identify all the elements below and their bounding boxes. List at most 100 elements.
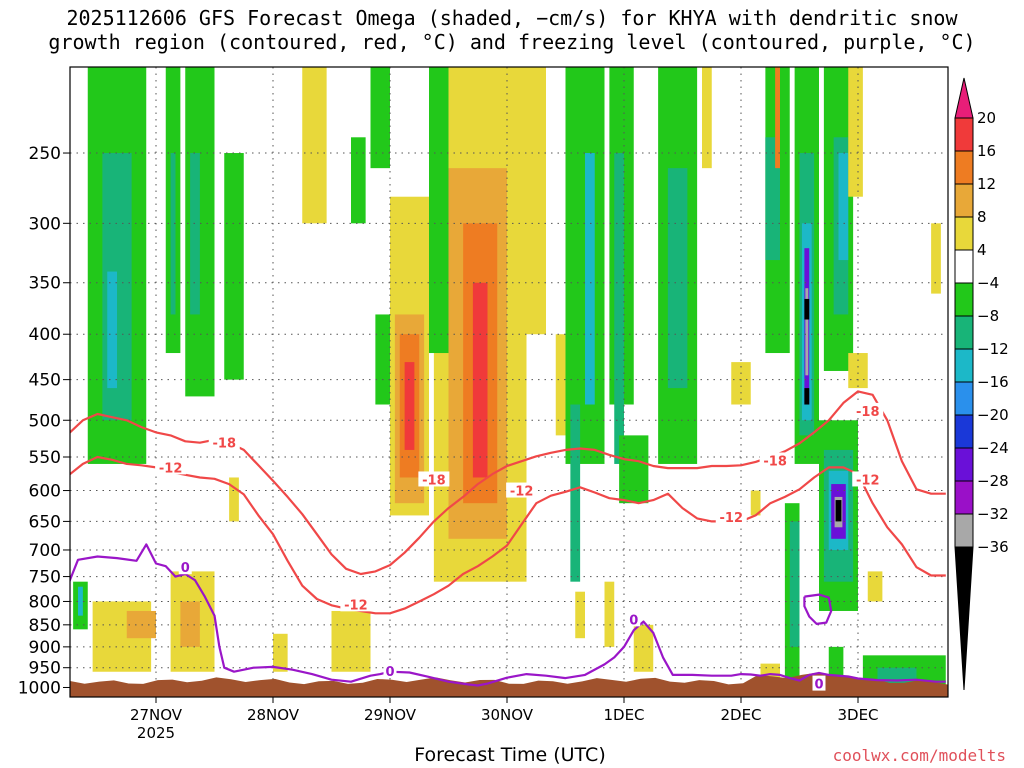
y-tick-label: 850 bbox=[29, 616, 61, 636]
contour-label-bg bbox=[852, 402, 884, 418]
omega-cell bbox=[585, 153, 595, 405]
omega-cell bbox=[775, 67, 780, 169]
colorbar-band bbox=[954, 414, 974, 449]
x-tick-label: 2DEC bbox=[720, 706, 761, 724]
axes: 2503003504004505005506006507007508008509… bbox=[18, 144, 879, 742]
y-tick-label: 550 bbox=[29, 448, 61, 468]
omega-cell bbox=[848, 353, 868, 389]
omega-cell bbox=[575, 591, 585, 639]
x-axis-label: Forecast Time (UTC) bbox=[414, 744, 606, 766]
contour-label: -18 bbox=[213, 437, 237, 452]
omega-cell bbox=[180, 601, 200, 647]
y-tick-label: 350 bbox=[29, 274, 61, 294]
omega-cell bbox=[331, 610, 371, 672]
omega-cell bbox=[190, 153, 200, 315]
omega-cell bbox=[224, 153, 244, 380]
contour-label: -12 bbox=[510, 485, 534, 500]
contour-label-bg bbox=[812, 675, 826, 691]
colorbar-band bbox=[954, 447, 974, 482]
contour-label: -12 bbox=[344, 598, 368, 613]
omega-cell bbox=[731, 362, 751, 405]
contour-label: -12 bbox=[720, 511, 744, 526]
contour-label: 0 bbox=[385, 665, 394, 680]
omega-cell bbox=[370, 67, 390, 169]
contour-label-bg bbox=[418, 471, 450, 487]
plot-frame bbox=[69, 66, 949, 698]
credit-link[interactable]: coolwx.com/modelts bbox=[832, 746, 1006, 765]
contour-label: -12 bbox=[159, 461, 183, 476]
contour-label-bg bbox=[208, 434, 240, 450]
contour-label: -18 bbox=[856, 405, 880, 420]
colorbar-band bbox=[954, 117, 974, 152]
contour-label-bg bbox=[340, 596, 372, 612]
colorbar-label: −12 bbox=[977, 340, 1009, 358]
x-tick-label: 29NOV bbox=[364, 706, 417, 724]
terrain bbox=[70, 672, 948, 697]
colorbar-label: 4 bbox=[977, 241, 987, 259]
colorbar-label: 12 bbox=[977, 175, 996, 193]
x-tick-label: 27NOV bbox=[130, 706, 183, 724]
omega-cell bbox=[614, 153, 624, 464]
chart-title-line-2: growth region (contoured, red, °C) and f… bbox=[48, 30, 976, 54]
contour-label: -12 bbox=[856, 473, 880, 488]
y-tick-label: 600 bbox=[29, 482, 61, 502]
colorbar-band bbox=[954, 282, 974, 317]
colorbar-label: −8 bbox=[977, 307, 999, 325]
omega-shading bbox=[73, 67, 946, 688]
contour-label-bg bbox=[383, 662, 397, 678]
omega-cell bbox=[867, 571, 883, 602]
omega-cell bbox=[789, 521, 800, 647]
contour-label-bg bbox=[715, 509, 747, 525]
omega-cell bbox=[555, 334, 566, 436]
colorbar-label: −24 bbox=[977, 439, 1009, 457]
colorbar-band bbox=[954, 183, 974, 218]
contour-label-bg bbox=[852, 471, 884, 487]
omega-cell-extreme bbox=[804, 298, 810, 320]
omega-cell bbox=[126, 610, 156, 639]
y-tick-label: 450 bbox=[29, 371, 61, 391]
omega-cell bbox=[302, 67, 327, 224]
omega-cell bbox=[750, 490, 761, 516]
contour-label: 0 bbox=[814, 678, 823, 693]
y-tick-label: 950 bbox=[29, 659, 61, 679]
colorbar-top-arrow bbox=[954, 77, 974, 119]
colorbar-label: −20 bbox=[977, 406, 1009, 424]
y-tick-label: 400 bbox=[29, 325, 61, 345]
colorbar-bottom-arrow bbox=[954, 546, 974, 691]
y-tick-label: 700 bbox=[29, 541, 61, 561]
omega-cell bbox=[170, 153, 176, 315]
omega-cell bbox=[526, 67, 546, 335]
omega-cell-extreme bbox=[804, 388, 810, 405]
y-tick-label: 650 bbox=[29, 512, 61, 532]
omega-cell bbox=[78, 586, 83, 616]
colorbar-label: 16 bbox=[977, 142, 996, 160]
contour-label-bg bbox=[506, 482, 538, 498]
colorbar-band bbox=[954, 348, 974, 383]
colorbar-band bbox=[954, 480, 974, 515]
colorbar-band bbox=[954, 216, 974, 251]
omega-cell bbox=[805, 288, 809, 376]
gridlines bbox=[70, 67, 948, 697]
contour-label-bg bbox=[178, 559, 192, 575]
omega-cell bbox=[570, 404, 581, 582]
omega-cell bbox=[931, 223, 941, 294]
colorbar: 20 16 12 8 4 −4 −8 −12 −16 −20 −24 −28 −32 −36 bbox=[954, 77, 1009, 691]
omega-cell bbox=[848, 67, 863, 197]
contour-label: 0 bbox=[181, 561, 190, 576]
y-tick-label: 800 bbox=[29, 592, 61, 612]
x-tick-label: 1DEC bbox=[603, 706, 644, 724]
colorbar-band bbox=[954, 249, 974, 284]
omega-cell bbox=[702, 67, 712, 169]
omega-cell-extreme bbox=[835, 500, 842, 522]
omega-cell bbox=[107, 271, 117, 389]
omega-cell bbox=[429, 67, 449, 354]
y-tick-label: 900 bbox=[29, 638, 61, 658]
colorbar-band bbox=[954, 513, 974, 548]
colorbar-label: 20 bbox=[977, 109, 996, 127]
y-tick-label: 300 bbox=[29, 214, 61, 234]
colorbar-label: −16 bbox=[977, 373, 1009, 391]
y-tick-label: 250 bbox=[29, 144, 61, 164]
contour-label-bg bbox=[627, 611, 641, 627]
colorbar-band bbox=[954, 150, 974, 185]
